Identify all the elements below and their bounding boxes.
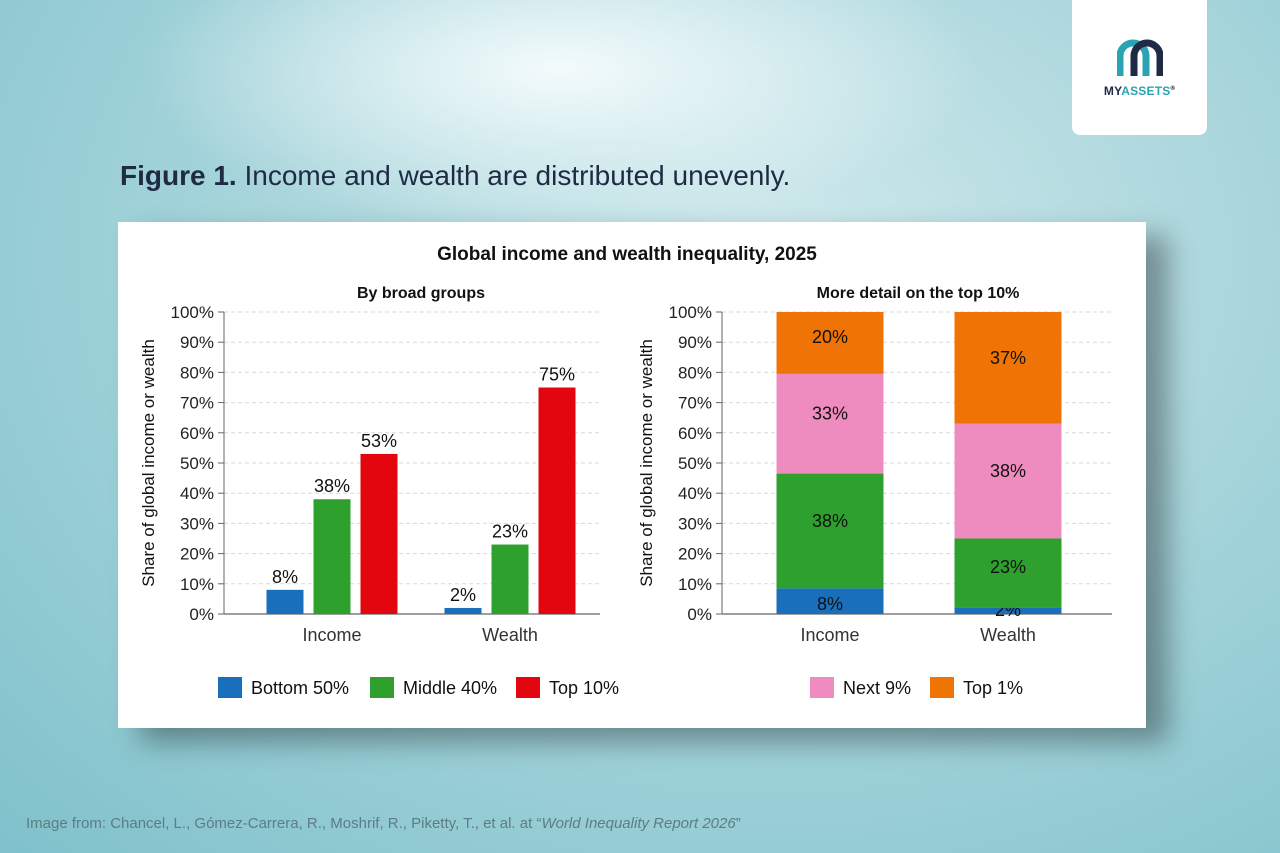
data-label: 20% [812,327,848,347]
figure-heading: Figure 1. Income and wealth are distribu… [120,160,790,192]
data-label: 38% [314,476,350,496]
stack-middle-40--income [776,473,884,589]
figure-caption: Income and wealth are distributed uneven… [236,160,791,191]
data-label: 38% [812,511,848,531]
legend-swatch [930,677,954,698]
legend-label: Top 1% [963,678,1023,698]
y-tick-label: 70% [180,394,214,413]
y-tick-label: 90% [180,333,214,352]
chart-card: Global income and wealth inequality, 202… [118,222,1146,728]
x-tick-label: Wealth [482,625,538,645]
legend-label: Next 9% [843,678,911,698]
logo-text: MYASSETS® [1103,84,1176,98]
y-tick-label: 20% [180,545,214,564]
stack-middle-40--wealth [954,538,1062,608]
y-tick-label: 100% [171,303,214,322]
y-tick-label: 90% [678,333,712,352]
data-label: 23% [990,557,1026,577]
x-tick-label: Wealth [980,625,1036,645]
y-tick-label: 30% [180,514,214,533]
x-tick-label: Income [800,625,859,645]
data-label: 2% [450,585,476,605]
data-label: 75% [539,365,575,385]
legend-label: Middle 40% [403,678,497,698]
y-tick-label: 70% [678,394,712,413]
myassets-logo-icon [1117,39,1163,76]
subplot-title-1: By broad groups [357,285,485,302]
y-tick-label: 0% [189,605,214,624]
bar-middle-40--income [313,499,351,614]
data-label: 37% [990,348,1026,368]
legend-label: Top 10% [549,678,619,698]
bar-bottom-50--income [266,589,304,614]
stack-top-1--income [776,312,884,374]
y-tick-label: 30% [678,514,712,533]
y-axis-label-2: Share of global income or wealth [637,339,656,587]
bar-top-10--wealth [538,387,576,614]
y-tick-label: 0% [687,605,712,624]
stack-next-9--income [776,373,884,474]
image-credit: Image from: Chancel, L., Gómez-Carrera, … [26,815,741,832]
y-tick-label: 80% [678,363,712,382]
chart-canvas: Global income and wealth inequality, 202… [139,244,1112,698]
data-label: 8% [272,567,298,587]
y-tick-label: 60% [678,424,712,443]
y-tick-label: 10% [180,575,214,594]
y-tick-label: 20% [678,545,712,564]
legend-swatch [516,677,540,698]
legend-swatch [810,677,834,698]
stack-bottom-50--wealth [954,607,1062,614]
y-tick-label: 50% [180,454,214,473]
legend-swatch [370,677,394,698]
stack-top-1--wealth [954,312,1062,424]
y-tick-label: 60% [180,424,214,443]
legend-label: Bottom 50% [251,678,349,698]
data-label: 33% [812,404,848,424]
data-label: 23% [492,522,528,542]
bar-bottom-50--wealth [444,607,482,614]
figure-label: Figure 1. [120,160,237,191]
y-tick-label: 40% [180,484,214,503]
chart-title: Global income and wealth inequality, 202… [437,244,817,265]
y-tick-label: 10% [678,575,712,594]
y-tick-label: 50% [678,454,712,473]
y-tick-label: 100% [669,303,712,322]
stack-next-9--wealth [954,423,1062,539]
y-tick-label: 80% [180,363,214,382]
y-axis-label-1: Share of global income or wealth [139,339,158,587]
x-tick-label: Income [302,625,361,645]
logo-card: MYASSETS® [1072,0,1207,135]
data-label: 8% [817,594,843,614]
legend-swatch [218,677,242,698]
y-tick-label: 40% [678,484,712,503]
bar-top-10--income [360,453,398,614]
stack-bottom-50--income [776,588,884,614]
data-label: 38% [990,461,1026,481]
data-label: 53% [361,431,397,451]
subplot-title-2: More detail on the top 10% [817,285,1020,302]
bar-middle-40--wealth [491,544,529,614]
